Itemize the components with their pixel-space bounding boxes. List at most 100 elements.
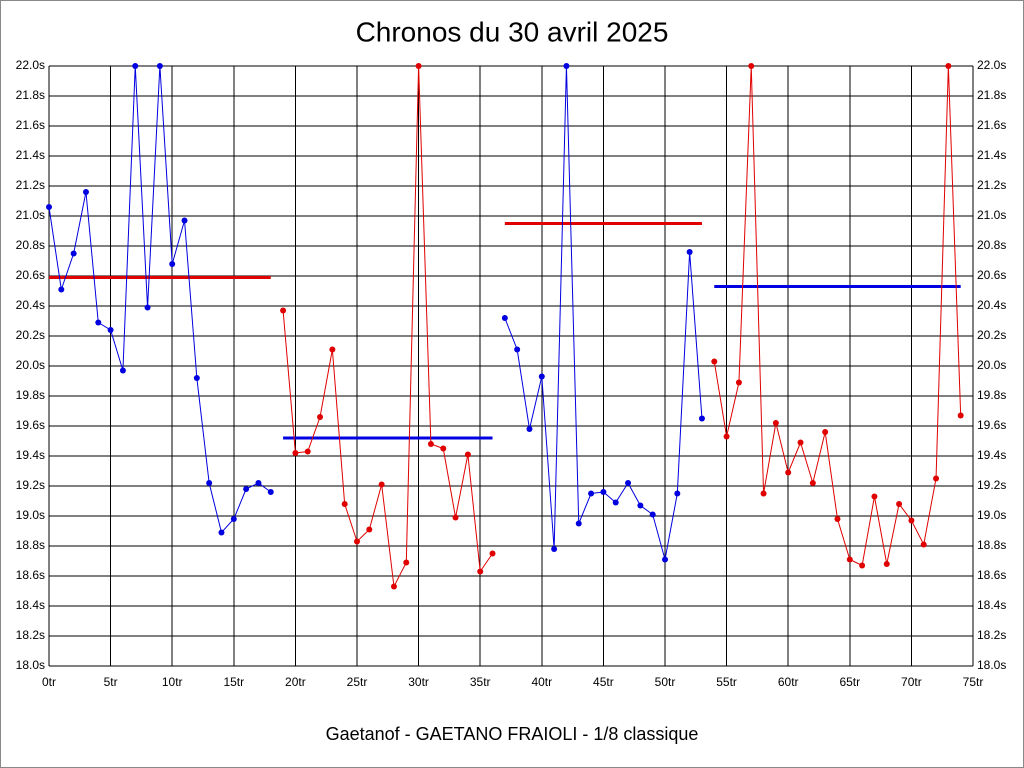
x-tick-label: 5tr — [104, 675, 118, 689]
y-tick-label: 20.2s — [16, 328, 45, 342]
data-point — [489, 550, 496, 557]
data-point — [538, 373, 545, 380]
data-point — [292, 450, 299, 456]
data-point — [267, 489, 274, 495]
y-tick-label: 21.2s — [16, 178, 45, 192]
y-tick-label-right: 18.8s — [977, 538, 1006, 552]
data-point — [748, 63, 755, 69]
y-tick-label-right: 21.6s — [977, 118, 1006, 132]
data-point — [452, 514, 459, 521]
y-tick-label-right: 22.0s — [977, 58, 1006, 72]
y-tick-label: 21.0s — [16, 208, 45, 222]
y-tick-label-right: 20.6s — [977, 268, 1006, 282]
data-point — [933, 475, 940, 482]
data-point — [575, 520, 582, 527]
data-point — [785, 469, 792, 476]
data-point — [304, 448, 311, 455]
chart-caption: Gaetanof - GAETANO FRAIOLI - 1/8 classiq… — [326, 724, 699, 744]
data-point — [427, 441, 434, 447]
data-point — [957, 412, 964, 419]
data-point — [193, 375, 200, 381]
x-tick-label: 20tr — [285, 675, 306, 689]
data-point — [403, 559, 410, 566]
data-point — [723, 433, 730, 440]
data-point — [243, 486, 250, 492]
data-point — [908, 517, 915, 524]
y-tick-label-right: 20.8s — [977, 238, 1006, 252]
y-tick-label-right: 18.6s — [977, 568, 1006, 582]
data-point — [317, 414, 324, 420]
y-tick-label: 18.4s — [16, 598, 45, 612]
x-tick-label: 45tr — [593, 675, 614, 689]
data-point — [846, 556, 853, 563]
data-point — [674, 490, 681, 497]
data-point — [181, 217, 188, 224]
data-point — [144, 304, 151, 311]
data-point — [822, 429, 829, 435]
y-tick-label-right: 21.0s — [977, 208, 1006, 222]
x-tick-label: 15tr — [223, 675, 244, 689]
y-tick-label: 19.8s — [16, 388, 45, 402]
data-point — [378, 481, 385, 488]
data-point — [95, 319, 102, 326]
data-point — [230, 516, 237, 522]
y-tick-label-right: 18.0s — [977, 658, 1006, 672]
data-point — [354, 538, 360, 545]
y-tick-label-right: 19.2s — [977, 478, 1006, 492]
y-tick-label: 19.0s — [16, 508, 45, 522]
data-point — [637, 502, 644, 509]
y-tick-label-right: 18.2s — [977, 628, 1006, 642]
data-point — [501, 315, 508, 321]
y-tick-label-right: 21.2s — [977, 178, 1006, 192]
data-point — [477, 568, 484, 575]
data-point — [612, 499, 619, 506]
data-point — [526, 426, 533, 432]
data-point — [329, 346, 336, 353]
data-point — [464, 451, 471, 458]
x-tick-label: 65tr — [839, 675, 860, 689]
data-point — [834, 516, 841, 522]
series-line — [282, 65, 493, 589]
y-tick-label: 18.2s — [16, 628, 45, 642]
data-point — [883, 561, 890, 567]
y-tick-label: 18.8s — [16, 538, 45, 552]
data-point — [797, 439, 804, 446]
x-tick-label: 75tr — [963, 675, 984, 689]
x-tick-label: 40tr — [531, 675, 552, 689]
data-point — [625, 480, 632, 486]
data-point — [809, 480, 816, 486]
data-point — [772, 420, 779, 426]
data-point — [341, 501, 348, 507]
data-point — [563, 63, 570, 69]
x-tick-label: 70tr — [901, 675, 922, 689]
y-tick-label-right: 18.4s — [977, 598, 1006, 612]
y-tick-label-right: 20.0s — [977, 358, 1006, 372]
y-tick-label-right: 19.0s — [977, 508, 1006, 522]
y-tick-label: 22.0s — [16, 58, 45, 72]
data-point — [58, 286, 65, 293]
data-point — [366, 526, 373, 533]
data-point — [280, 307, 287, 314]
x-tick-label: 25tr — [347, 675, 368, 689]
data-point — [390, 583, 397, 590]
data-point — [896, 501, 903, 507]
y-tick-label-right: 19.8s — [977, 388, 1006, 402]
data-point — [82, 189, 89, 195]
y-tick-label-right: 19.6s — [977, 418, 1006, 432]
data-point — [649, 511, 656, 518]
data-point — [920, 541, 927, 548]
x-tick-label: 30tr — [408, 675, 429, 689]
y-tick-label: 20.8s — [16, 238, 45, 252]
data-point — [255, 480, 262, 486]
data-point — [600, 489, 607, 495]
data-point — [551, 546, 558, 552]
data-point — [698, 415, 705, 422]
x-tick-label: 0tr — [42, 675, 56, 689]
y-tick-label-right: 20.2s — [977, 328, 1006, 342]
y-tick-label-right: 20.4s — [977, 298, 1006, 312]
data-point — [588, 490, 595, 497]
x-tick-label: 10tr — [162, 675, 183, 689]
data-point — [871, 493, 878, 500]
